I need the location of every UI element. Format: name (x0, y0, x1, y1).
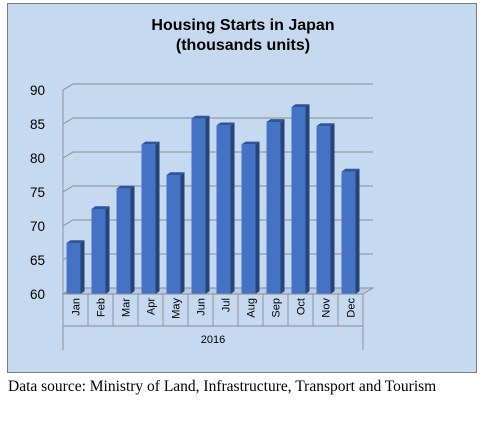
bar-side (105, 206, 110, 294)
y-gridline (62, 117, 373, 125)
bar (141, 144, 156, 294)
bar-top (241, 141, 260, 145)
x-tick-label: Feb (96, 298, 108, 317)
bar-top (266, 119, 285, 122)
bar-side (80, 240, 85, 294)
x-group-label: 2016 (201, 334, 225, 346)
bar-side (155, 141, 160, 294)
bar (341, 171, 356, 294)
bar-side (330, 123, 335, 295)
y-axis-depth-line (62, 83, 74, 91)
x-tick-label: May (171, 298, 183, 319)
x-tick-label: Jan (71, 298, 83, 316)
bar-side (180, 172, 185, 294)
bar-top (166, 172, 185, 175)
y-tick-label: 80 (30, 151, 45, 166)
y-tick-label: 65 (30, 253, 45, 268)
x-tick-label: Jul (221, 298, 233, 312)
bar-top (191, 115, 210, 119)
x-tick-label: Sep (271, 298, 283, 318)
x-tick-label: Nov (321, 298, 333, 318)
bar-top (116, 185, 135, 189)
x-tick-label: Apr (146, 298, 158, 315)
chart-area: 60 65 70 75 80 85 90 Jan Feb Mar Apr May Jun Jul Aug Se… (7, 3, 477, 373)
bar-side (355, 168, 360, 294)
bar-top (291, 104, 310, 107)
bar (191, 118, 206, 294)
bar (166, 175, 181, 294)
x-tick-label: Mar (121, 298, 133, 317)
bar-top (66, 240, 85, 243)
data-source-note: Data source: Ministry of Land, Infrastru… (8, 378, 437, 395)
bar (316, 126, 331, 294)
bar-side (255, 141, 260, 294)
chart-title: Housing Starts in Japan (151, 17, 335, 34)
y-tick-label: 70 (30, 219, 45, 234)
bar (66, 243, 81, 294)
bar (241, 144, 256, 294)
bar-side (280, 119, 285, 294)
bar-side (130, 185, 135, 294)
x-tick-label: Oct (296, 298, 308, 315)
bar-side (305, 104, 310, 294)
bar-top (141, 141, 160, 145)
bar-top (316, 123, 335, 127)
y-tick-label: 75 (30, 185, 45, 200)
x-tick-label: Jun (196, 298, 208, 316)
bar-side (230, 122, 235, 294)
chart-plot: 60 65 70 75 80 85 90 Jan Feb Mar Apr May Jun Jul Aug Se… (30, 83, 375, 350)
x-tick-label: Aug (246, 298, 258, 318)
x-tick-label: Dec (346, 298, 358, 318)
bar (216, 125, 231, 294)
chart-subtitle: (thousands units) (175, 37, 311, 54)
y-tick-label: 90 (30, 83, 45, 98)
bar-top (216, 122, 235, 126)
y-tick-label: 60 (30, 287, 45, 302)
bar-top (341, 168, 360, 172)
bar-side (205, 115, 210, 294)
bar (116, 188, 131, 294)
bar (266, 121, 281, 295)
y-tick-label: 85 (30, 117, 45, 132)
bar (91, 209, 106, 294)
bar (291, 107, 306, 294)
bar-top (91, 206, 110, 209)
